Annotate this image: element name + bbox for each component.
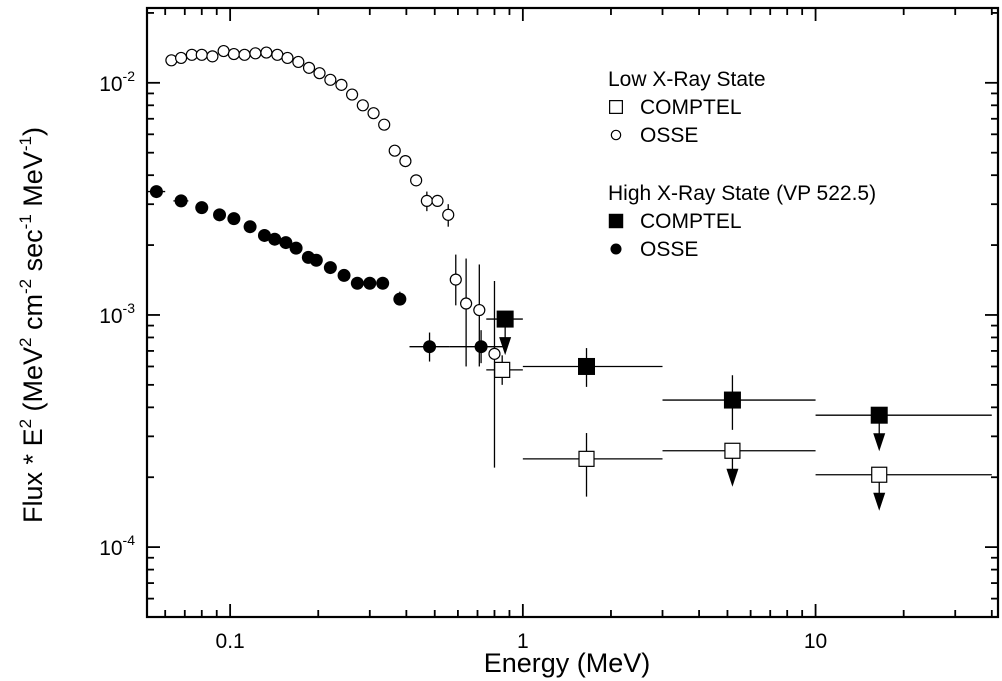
data-point bbox=[249, 47, 262, 60]
data-point bbox=[268, 232, 282, 246]
legend-group-title: Low X-Ray State bbox=[608, 68, 766, 91]
axes: 0.1 1 10 10-4 10-3 10-2 bbox=[99, 6, 1000, 653]
data-point bbox=[423, 340, 437, 354]
data-point bbox=[399, 154, 412, 168]
data-point bbox=[496, 310, 514, 328]
data-point bbox=[610, 243, 622, 255]
data-point bbox=[149, 185, 163, 199]
data-point bbox=[460, 297, 473, 310]
upper-limit-arrow bbox=[873, 492, 886, 511]
x-tick-label: 0.1 bbox=[216, 630, 245, 653]
x-axis-title: Energy (MeV) bbox=[484, 648, 651, 678]
data-point bbox=[610, 129, 622, 141]
data-point bbox=[488, 347, 501, 360]
data-point bbox=[724, 442, 741, 459]
data-point bbox=[449, 273, 462, 286]
data-point bbox=[281, 51, 294, 65]
y-axis-title: Flux * E2 (MeV2 cm-2 sec-1 MeV-1) bbox=[16, 127, 48, 523]
data-point bbox=[227, 212, 241, 226]
data-point bbox=[213, 208, 227, 222]
data-point bbox=[367, 107, 380, 120]
legend-entry-label: OSSE bbox=[640, 238, 698, 261]
y-tick-label: 10-4 bbox=[99, 532, 135, 560]
data-point bbox=[227, 47, 240, 61]
data-point bbox=[474, 340, 488, 354]
data-point bbox=[871, 466, 888, 483]
upper-limit-arrow bbox=[726, 468, 739, 487]
data-point bbox=[292, 55, 305, 69]
data-point bbox=[243, 220, 257, 234]
data-point bbox=[206, 50, 219, 63]
data-point bbox=[388, 144, 401, 157]
data-point bbox=[345, 88, 359, 101]
data-point bbox=[431, 194, 444, 207]
data-point bbox=[870, 406, 888, 424]
legend: Low X-Ray State COMPTEL OSSE High X-Ray Sta… bbox=[608, 68, 876, 261]
legend-entry-label: COMPTEL bbox=[640, 210, 742, 233]
upper-limit-arrow bbox=[873, 433, 886, 452]
data-point bbox=[494, 361, 511, 378]
data-point bbox=[350, 276, 364, 290]
plot-area bbox=[147, 44, 992, 511]
data-point bbox=[302, 61, 316, 74]
data-point bbox=[257, 228, 271, 242]
data-point bbox=[335, 78, 348, 91]
data-point bbox=[309, 253, 323, 267]
data-point bbox=[578, 450, 595, 467]
upper-limit-arrow bbox=[499, 337, 512, 356]
data-point bbox=[376, 276, 390, 290]
data-point bbox=[175, 51, 188, 65]
data-point bbox=[442, 208, 455, 221]
legend-entry-label: COMPTEL bbox=[640, 96, 742, 119]
y-tick-label: 10-3 bbox=[99, 300, 135, 328]
data-point bbox=[271, 48, 284, 61]
legend-group-title: High X-Ray State (VP 522.5) bbox=[608, 182, 876, 205]
data-point bbox=[609, 100, 623, 114]
data-point bbox=[195, 201, 209, 215]
plot-frame bbox=[145, 6, 1000, 619]
y-tick-label: 10-2 bbox=[99, 68, 135, 96]
data-point bbox=[174, 194, 188, 208]
data-point bbox=[217, 44, 230, 58]
data-point bbox=[260, 46, 273, 59]
data-point bbox=[420, 194, 433, 207]
data-point bbox=[323, 261, 337, 275]
data-point bbox=[363, 276, 377, 290]
data-point bbox=[289, 241, 303, 255]
data-point bbox=[279, 236, 293, 250]
data-point bbox=[410, 174, 423, 187]
data-point bbox=[324, 73, 337, 86]
x-tick-label: 10 bbox=[804, 630, 827, 653]
x-tick-label: 1 bbox=[517, 630, 529, 653]
data-point bbox=[473, 303, 486, 317]
data-point bbox=[337, 268, 351, 282]
data-point bbox=[723, 391, 741, 409]
legend-entry-label: OSSE bbox=[640, 124, 698, 147]
data-point bbox=[378, 118, 391, 131]
data-point bbox=[195, 48, 208, 61]
data-point bbox=[578, 357, 596, 375]
data-point bbox=[608, 213, 624, 229]
data-point bbox=[238, 48, 251, 61]
data-point bbox=[313, 67, 326, 80]
data-point bbox=[356, 99, 369, 112]
data-point bbox=[393, 292, 407, 306]
